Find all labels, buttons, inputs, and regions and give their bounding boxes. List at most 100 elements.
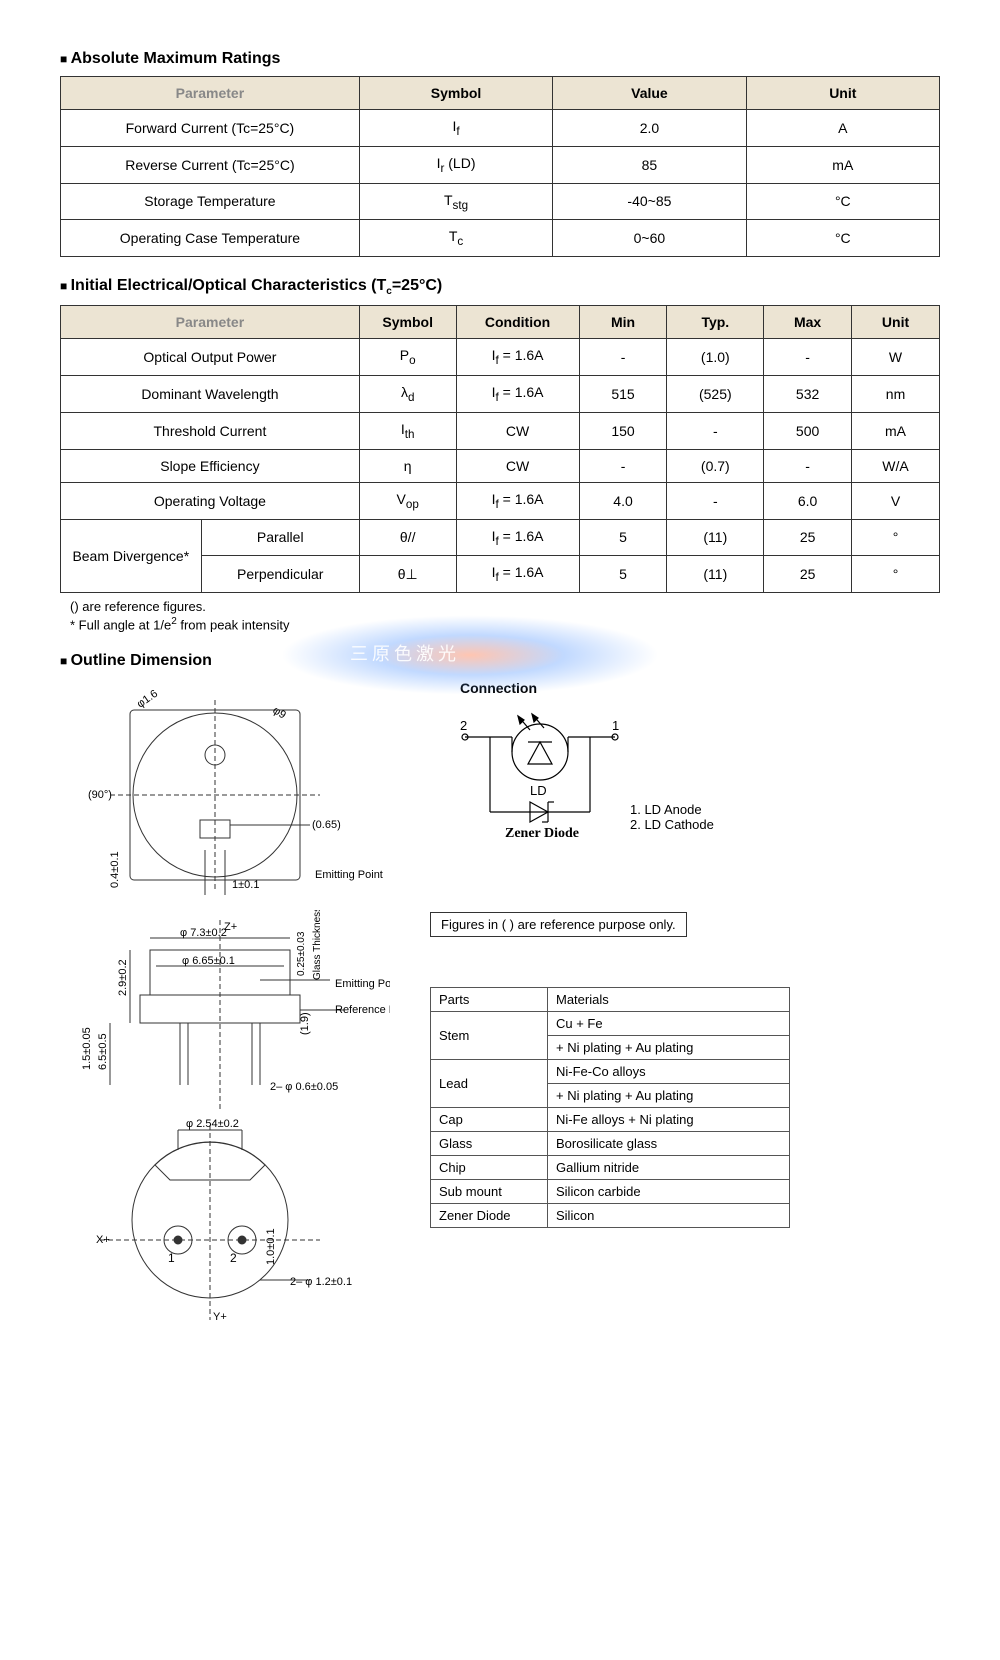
svg-text:φ9: φ9 [270,705,288,722]
table-cell: (525) [667,376,764,413]
connection-diagram: 2 1 LD Zener Diode [430,702,650,852]
outline-side-view: Z+ φ 7.3±0.2 φ 6.65±0.1 0.25±0.03 Glass … [60,910,390,1110]
table-cell: If = 1.6A [456,556,579,593]
table-cell: °C [746,220,939,257]
svg-text:Emitting Point: Emitting Point [335,978,390,990]
svg-text:1.5±0.05: 1.5±0.05 [81,1028,93,1071]
table-cell: Stem [431,1012,548,1060]
table-cell: A [746,110,939,147]
reference-note: Figures in ( ) are reference purpose onl… [430,912,687,937]
connection-labels: 1. LD Anode 2. LD Cathode [630,802,940,832]
svg-text:1.0±0.1: 1.0±0.1 [265,1229,277,1266]
svg-text:0.4±0.1: 0.4±0.1 [109,852,121,889]
svg-text:(90°): (90°) [88,789,112,801]
col-parameter: Parameter [61,77,360,110]
table-cell: (11) [667,519,764,556]
col-parameter: Parameter [61,306,360,339]
char-note2: * Full angle at 1/e2 from peak intensity [70,616,940,632]
table-cell: 515 [579,376,667,413]
table-cell: If = 1.6A [456,339,579,376]
table-cell: Dominant Wavelength [61,376,360,413]
table-cell: 6.0 [764,482,852,519]
table-cell: Gallium nitride [548,1156,790,1180]
table-cell: Silicon carbide [548,1180,790,1204]
table-cell: If = 1.6A [456,519,579,556]
table-cell: Ir (LD) [359,146,552,183]
table-cell: θ// [359,519,456,556]
table-cell: Cu + Fe [548,1012,790,1036]
table-cell: - [667,412,764,449]
table-cell: Lead [431,1060,548,1108]
abs-max-table: Parameter Symbol Value Unit Forward Curr… [60,76,940,257]
table-cell: ° [852,519,940,556]
table-cell: Operating Voltage [61,482,360,519]
table-cell: 150 [579,412,667,449]
table-cell: Borosilicate glass [548,1132,790,1156]
table-cell: If [359,110,552,147]
table-header: Materials [548,988,790,1012]
table-cell: Silicon [548,1204,790,1228]
col-unit: Unit [746,77,939,110]
table-cell: 85 [553,146,746,183]
outline-title: Outline Dimension [60,652,940,670]
table-cell: Parallel [201,519,359,556]
col-value: Value [553,77,746,110]
table-cell: - [667,482,764,519]
col-typ: Typ. [667,306,764,339]
svg-text:φ 6.65±0.1: φ 6.65±0.1 [182,955,235,967]
table-cell: Zener Diode [431,1204,548,1228]
table-cell: 2.0 [553,110,746,147]
svg-text:φ 2.54±0.2: φ 2.54±0.2 [186,1118,239,1130]
table-cell: Vop [359,482,456,519]
table-cell: Chip [431,1156,548,1180]
svg-text:φ1.6: φ1.6 [135,688,160,711]
svg-text:(0.65): (0.65) [312,819,341,831]
table-cell: CW [456,412,579,449]
table-cell: Ith [359,412,456,449]
col-min: Min [579,306,667,339]
outline-bottom-view: φ 2.54±0.2 X+ Y+ 1 2 1.0±0.1 2– φ 1.2±0.… [60,1110,390,1330]
table-cell: 5 [579,519,667,556]
table-cell: W [852,339,940,376]
table-header: Parts [431,988,548,1012]
table-cell: Cap [431,1108,548,1132]
table-cell: 0~60 [553,220,746,257]
table-cell: CW [456,449,579,482]
table-cell: V [852,482,940,519]
table-cell: °C [746,183,939,220]
svg-text:(1.9): (1.9) [299,1013,311,1036]
table-cell: Slope Efficiency [61,449,360,482]
table-cell: - [764,449,852,482]
table-cell: W/A [852,449,940,482]
table-cell: Ni-Fe-Co alloys [548,1060,790,1084]
char-note1: () are reference figures. [70,599,940,614]
svg-text:2.9±0.2: 2.9±0.2 [117,960,129,997]
svg-text:Reference Plane: Reference Plane [335,1004,390,1016]
table-cell: Sub mount [431,1180,548,1204]
svg-text:X+: X+ [96,1234,110,1246]
svg-text:Zener Diode: Zener Diode [505,826,579,841]
char-table: Parameter Symbol Condition Min Typ. Max … [60,305,940,593]
connection-title: Connection [460,680,940,696]
table-cell: - [764,339,852,376]
table-cell: 4.0 [579,482,667,519]
svg-text:Y+: Y+ [213,1311,227,1323]
table-cell: + Ni plating + Au plating [548,1084,790,1108]
table-cell: + Ni plating + Au plating [548,1036,790,1060]
char-title: Initial Electrical/Optical Characteristi… [60,277,940,297]
table-cell: -40~85 [553,183,746,220]
svg-text:2: 2 [230,1251,237,1265]
table-cell: If = 1.6A [456,482,579,519]
table-cell: 25 [764,519,852,556]
col-max: Max [764,306,852,339]
col-symbol: Symbol [359,77,552,110]
table-cell: - [579,449,667,482]
svg-text:1: 1 [612,718,619,733]
table-cell: Threshold Current [61,412,360,449]
svg-text:2– φ 0.6±0.05: 2– φ 0.6±0.05 [270,1081,338,1093]
table-cell: 532 [764,376,852,413]
table-cell: Tc [359,220,552,257]
table-cell: (1.0) [667,339,764,376]
table-cell: Forward Current (Tc=25°C) [61,110,360,147]
svg-text:Glass Thickness: Glass Thickness [312,910,323,980]
